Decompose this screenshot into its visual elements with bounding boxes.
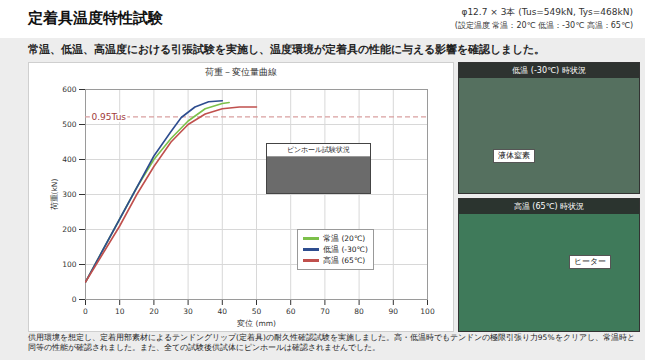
html-text:液体窒素: 液体窒素	[498, 151, 530, 160]
svg-text:20: 20	[149, 307, 159, 316]
html-text:常温、低温、高温度における引張試験を実施し、温度環境が定着具: 常温、低温、高温度における引張試験を実施し、温度環境が定着具の性能に与える影響を…	[28, 43, 545, 55]
svg-text:90: 90	[389, 307, 399, 316]
svg-text:80: 80	[354, 307, 364, 316]
html-text:低温 (-30℃) 時状況: 低温 (-30℃) 時状況	[512, 66, 586, 75]
svg-text:100: 100	[420, 307, 435, 316]
html-text:高温 (65℃) 時状況: 高温 (65℃) 時状況	[513, 202, 585, 211]
html-text:φ12.7 × 3本 (Tus=549kN, Tys=468: φ12.7 × 3本 (Tus=549kN, Tys=468kN)	[461, 7, 633, 17]
html-text:(設定温度 常温：20℃ 低温：-30℃ 高温：65℃): (設定温度 常温：20℃ 低温：-30℃ 高温：65℃)	[454, 21, 633, 30]
svg-text:400: 400	[62, 155, 77, 164]
html-text:定着具温度特性試験: 定着具温度特性試験	[28, 9, 163, 27]
svg-text:100: 100	[62, 260, 77, 269]
svg-text:0: 0	[83, 307, 88, 316]
html-text:低温 (-30℃): 低温 (-30℃)	[323, 245, 368, 254]
svg-text:50: 50	[252, 307, 262, 316]
svg-text:0.95Tus: 0.95Tus	[92, 112, 127, 122]
svg-text:600: 600	[62, 85, 77, 94]
html-text:ピンホール試験状況: ピンホール試験状況	[287, 146, 350, 155]
svg-text:荷重(kN): 荷重(kN)	[50, 179, 59, 211]
svg-text:変位 (mm): 変位 (mm)	[237, 319, 276, 328]
svg-text:60: 60	[286, 307, 296, 316]
svg-text:40: 40	[218, 307, 228, 316]
html-text:荷重－変位量曲線: 荷重－変位量曲線	[205, 67, 277, 77]
html-text:ヒーター: ヒーター	[574, 257, 606, 266]
html-text:供用環境を想定し、定着用部素材によるテンドングリップ(定着具: 供用環境を想定し、定着用部素材によるテンドングリップ(定着具)の耐久性確認試験を…	[28, 333, 635, 352]
html-text:常温 (20℃): 常温 (20℃)	[323, 234, 366, 243]
svg-text:500: 500	[62, 120, 77, 129]
svg-text:200: 200	[62, 225, 77, 234]
html-text:高温 (65℃): 高温 (65℃)	[323, 256, 366, 265]
svg-text:0: 0	[72, 295, 77, 304]
svg-text:300: 300	[62, 190, 77, 199]
svg-text:10: 10	[115, 307, 125, 316]
svg-text:70: 70	[320, 307, 330, 316]
svg-text:30: 30	[183, 307, 193, 316]
